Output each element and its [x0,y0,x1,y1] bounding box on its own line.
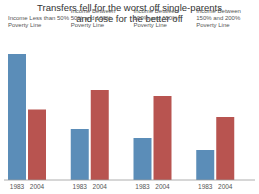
bar [91,90,109,180]
group-label: Income Between150% and 200%Poverty Line [196,8,241,28]
group-label: Income Between100% and 150%Poverty Line [134,8,179,28]
bars [8,54,234,180]
tick-label: 1983 [198,183,213,190]
tick-label: 2004 [30,183,45,190]
bar [196,150,214,180]
tick-label: 1983 [73,183,88,190]
bar [134,138,152,180]
tick-label: 1983 [135,183,150,190]
bar [71,129,89,180]
tick-label: 2004 [155,183,170,190]
group-label: Income Between50% and 100%Poverty Line [71,8,116,28]
x-axis [4,180,255,181]
bar [8,54,26,180]
tick-label: 2004 [93,183,108,190]
bar [216,117,234,180]
bar [28,110,46,181]
group-label: Income Less than 50%Poverty Line [8,15,70,28]
tick-label: 2004 [218,183,233,190]
labels: 1983 2004 Income Less than 50%Poverty Line… [8,8,241,190]
chart: Transfers fell for the worst off single-… [0,0,259,194]
bar [154,96,172,180]
tick-label: 1983 [10,183,25,190]
chart-container: Transfers fell for the worst off single-… [0,0,259,194]
